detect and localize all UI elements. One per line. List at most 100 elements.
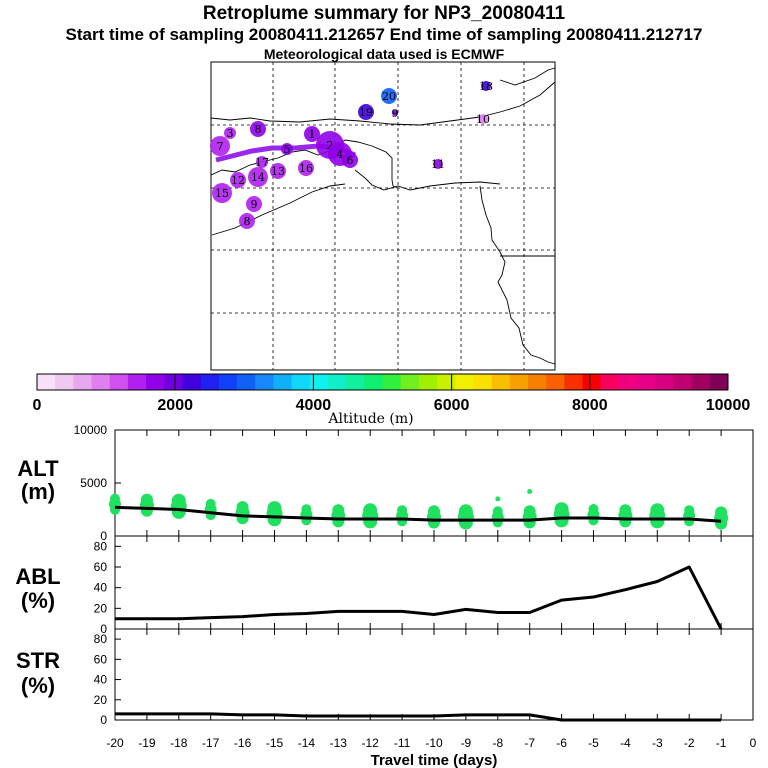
x-tick-label: -11 — [394, 736, 411, 750]
alt-scatter-point — [363, 514, 378, 529]
alt-scatter-point — [112, 496, 118, 502]
plume-cluster-label: 20 — [382, 90, 396, 103]
x-tick-label: -13 — [330, 736, 348, 750]
x-tick-label: -4 — [620, 736, 631, 750]
colorbar-cell — [582, 374, 602, 390]
colorbar-cell — [600, 374, 620, 390]
y-tick-label: 0 — [100, 713, 107, 727]
colorbar-cell — [164, 374, 183, 390]
panel-unit: (%) — [21, 673, 55, 698]
y-tick-label: 80 — [94, 632, 108, 646]
plume-cluster-marker — [250, 121, 266, 137]
plume-cluster-marker — [381, 88, 397, 104]
chart-title: Retroplume summary for NP3_20080411 — [202, 3, 566, 24]
colorbar-cell — [346, 374, 365, 390]
x-tick-label: -17 — [202, 736, 220, 750]
y-tick-label: 60 — [94, 560, 108, 574]
x-tick-label: -20 — [106, 736, 124, 750]
alt-scatter-point — [171, 504, 186, 519]
colorbar-cell — [364, 374, 383, 390]
time-series-panels: 0500010000ALT(m)020406080ABL(%)020406080… — [15, 423, 756, 768]
plume-cluster-label: 8 — [255, 123, 262, 136]
alt-scatter-point — [431, 514, 437, 520]
plume-cluster-label: 16 — [299, 162, 313, 175]
alt-scatter-point — [144, 494, 150, 500]
colorbar-cell — [73, 374, 92, 390]
plume-cluster-marker — [433, 159, 443, 169]
plume-cluster-label: 10 — [476, 113, 490, 126]
y-tick-label: 5000 — [80, 476, 107, 490]
plume-cluster-marker — [281, 143, 293, 155]
colorbar-frame — [36, 373, 729, 391]
alt-scatter-point — [591, 503, 596, 509]
x-tick-label: -8 — [492, 736, 503, 750]
colorbar-tick-labels: 0 2000 4000 6000 8000 10000 — [33, 374, 751, 414]
colorbar-cell — [218, 374, 238, 390]
colorbar-cell — [200, 374, 220, 390]
alt-scatter-point — [140, 504, 153, 517]
series-line-str — [115, 712, 722, 722]
altitude-colorbar: 0 2000 4000 6000 8000 10000 Altitude (m) — [33, 373, 751, 427]
alt-scatter-point — [176, 499, 182, 505]
alt-scatter-point — [208, 501, 214, 507]
plume-cluster-label: 6 — [347, 154, 354, 167]
x-tick-label: -18 — [170, 736, 188, 750]
alt-scatter-point — [463, 512, 469, 518]
panel-label: ABL — [15, 564, 60, 589]
plume-cluster-marker — [304, 126, 320, 142]
alt-scatter-point — [654, 505, 660, 511]
colorbar-cell — [655, 374, 674, 390]
colorbar-cell — [327, 374, 347, 390]
colorbar-cell — [55, 374, 74, 390]
colorbar-tick-label: 10000 — [706, 397, 751, 414]
y-tick-label: 0 — [100, 529, 107, 543]
x-tick-label: -16 — [234, 736, 252, 750]
colorbar-cell — [109, 374, 129, 390]
colorbar-cell — [400, 374, 420, 390]
colorbar-cell — [255, 374, 274, 390]
map-frame — [210, 61, 556, 371]
coastline — [210, 67, 556, 365]
colorbar-cell — [91, 374, 111, 390]
plume-cluster-marker — [212, 183, 232, 203]
colorbar-cell — [564, 374, 583, 390]
colorbar-cells — [37, 374, 729, 390]
alt-scatter-point — [267, 512, 282, 527]
colorbar-cell — [273, 374, 292, 390]
plume-cluster-marker — [358, 104, 374, 120]
x-tick-label: -14 — [298, 736, 316, 750]
x-tick-label: -3 — [652, 736, 663, 750]
plume-cluster-label: 5 — [284, 143, 291, 156]
colorbar-cell — [509, 374, 529, 390]
plume-cluster-label: 18 — [479, 80, 493, 93]
plume-cluster-label: 12 — [231, 174, 245, 187]
x-tick-label: -15 — [266, 736, 284, 750]
plume-cluster-marker — [239, 213, 255, 229]
alt-scatter-point — [559, 512, 565, 518]
alt-scatter-point — [650, 514, 665, 529]
plume-cluster-marker — [342, 152, 358, 168]
colorbar-cell — [291, 374, 311, 390]
colorbar-cell — [127, 374, 147, 390]
x-tick-label: -2 — [684, 736, 695, 750]
colorbar-tick-label: 6000 — [434, 397, 470, 414]
y-tick-label: 20 — [94, 601, 108, 615]
colorbar-tick-label: 2000 — [157, 397, 193, 414]
colorbar-cell — [237, 374, 256, 390]
plume-cluster-marker — [270, 163, 286, 179]
y-tick-label: 60 — [94, 652, 108, 666]
plume-cluster-label: 1 — [309, 128, 316, 141]
panel-label: STR — [16, 648, 60, 673]
alt-scatter-point — [527, 489, 533, 494]
met-data-line: Meteorological data used is ECMWF — [263, 46, 505, 62]
colorbar-tick-label: 0 — [33, 397, 42, 414]
colorbar-cell — [546, 374, 565, 390]
colorbar-cell — [37, 374, 56, 390]
y-tick-label: 80 — [94, 539, 108, 553]
y-tick-label: 0 — [100, 622, 107, 636]
plume-cluster-marker — [392, 110, 398, 116]
x-tick-label: 0 — [750, 736, 757, 750]
plume-cluster-marker — [298, 160, 314, 176]
